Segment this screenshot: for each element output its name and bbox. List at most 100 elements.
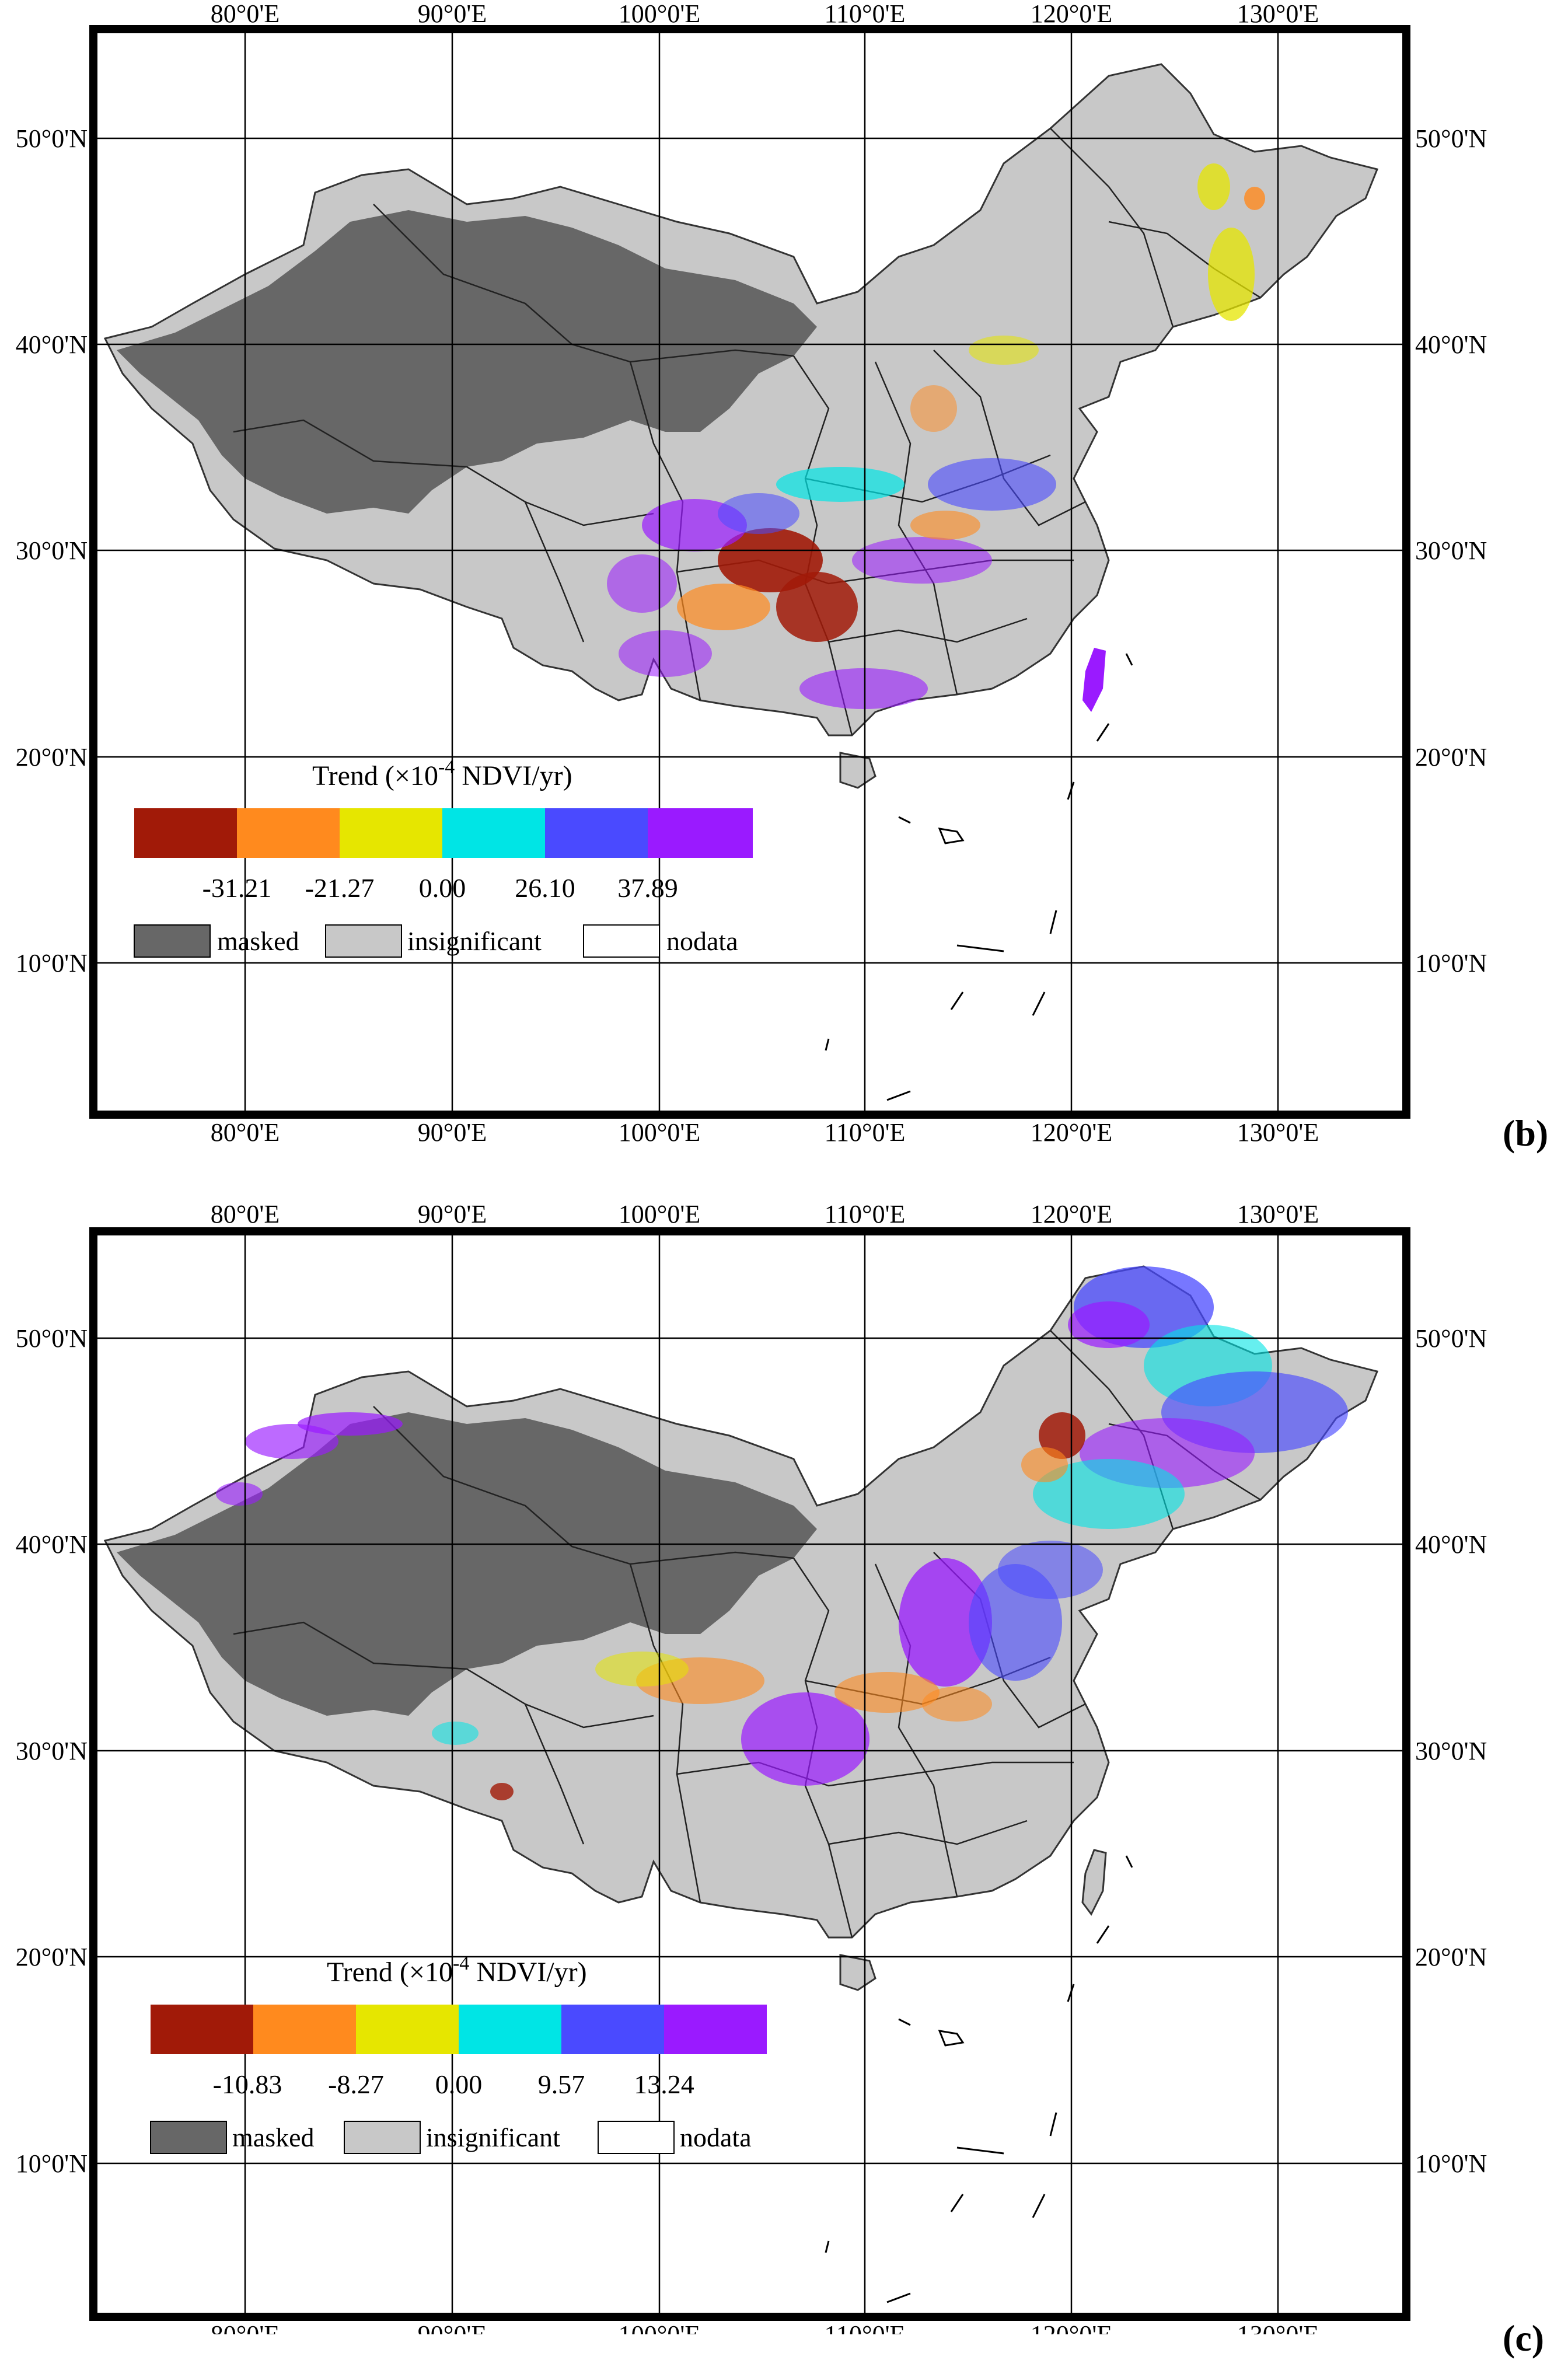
taiwan — [1082, 648, 1106, 712]
legend-swatch — [151, 2005, 253, 2054]
legend-swatch — [253, 2005, 356, 2054]
lon-labels: 80°0'E 90°0'E 100°0'E 110°0'E 120°0'E 13… — [211, 1200, 1319, 2334]
legend-b: Trend (×10-4 NDVI/yr) -31.21 -21.27 0.00… — [134, 756, 753, 958]
lon-label-top: 110°0'E — [825, 0, 906, 28]
lon-label-top: 130°0'E — [1237, 0, 1319, 28]
map-panel-c: 80°0'E 90°0'E 100°0'E 110°0'E 120°0'E 13… — [0, 1191, 1568, 2359]
lon-label-bottom: 90°0'E — [418, 1118, 487, 1144]
lon-label-top: 90°0'E — [418, 1200, 487, 1228]
lon-label-top: 100°0'E — [619, 1200, 700, 1228]
legend-swatch — [237, 808, 340, 858]
lat-label-right: 30°0'N — [1415, 536, 1487, 565]
legend-swatch — [134, 808, 237, 858]
lat-label-right: 30°0'N — [1415, 1737, 1487, 1765]
lon-label-top: 100°0'E — [619, 0, 700, 28]
lat-label-right: 20°0'N — [1415, 743, 1487, 771]
legend-break: 0.00 — [419, 873, 466, 903]
legend-swatch — [648, 808, 753, 858]
lon-label-top: 120°0'E — [1031, 0, 1112, 28]
legend-title: Trend (×10-4 NDVI/yr) — [327, 1953, 587, 1988]
legend-break: -8.27 — [328, 2069, 384, 2099]
lat-labels: 50°0'N 40°0'N 30°0'N 20°0'N 10°0'N 50°0'… — [16, 124, 1487, 977]
lat-label-left: 50°0'N — [16, 124, 88, 153]
map-c: 80°0'E 90°0'E 100°0'E 110°0'E 120°0'E 13… — [16, 1200, 1487, 2334]
lat-label-right: 20°0'N — [1415, 1943, 1487, 1971]
hainan — [839, 752, 876, 789]
lon-label-top: 110°0'E — [825, 1200, 906, 1228]
lat-label-left: 30°0'N — [16, 536, 88, 565]
legend-swatch — [340, 808, 442, 858]
lon-label-bottom: 130°0'E — [1237, 1118, 1319, 1144]
legend-insignificant-label: insignificant — [426, 2122, 560, 2152]
legend-break: -21.27 — [305, 873, 375, 903]
lat-label-left: 20°0'N — [16, 1943, 88, 1971]
lat-label-right: 10°0'N — [1415, 949, 1487, 977]
lon-label-top: 80°0'E — [211, 0, 280, 28]
lat-label-left: 20°0'N — [16, 743, 88, 771]
legend-break: 37.89 — [617, 873, 678, 903]
lon-labels: 80°0'E 90°0'E 100°0'E 110°0'E 120°0'E 13… — [211, 0, 1319, 1144]
masked-region — [117, 1412, 817, 1716]
lon-label-bottom: 80°0'E — [211, 2320, 280, 2334]
lon-label-top: 120°0'E — [1031, 1200, 1112, 1228]
lat-label-left: 10°0'N — [16, 949, 88, 977]
panel-letter-b: (b) — [1503, 1112, 1549, 1154]
legend-insignificant-label: insignificant — [407, 926, 542, 956]
lon-label-bottom: 120°0'E — [1031, 1118, 1112, 1144]
lat-label-left: 50°0'N — [16, 1324, 88, 1353]
legend-insignificant-swatch — [344, 2121, 421, 2154]
legend-break: 9.57 — [538, 2069, 585, 2099]
legend-swatch — [356, 2005, 459, 2054]
map-panel-b: 80°0'E 90°0'E 100°0'E 110°0'E 120°0'E 13… — [0, 0, 1568, 1154]
south-china-sea-islands — [825, 653, 1133, 1101]
legend-swatch — [561, 2005, 664, 2054]
lat-label-right: 50°0'N — [1415, 124, 1487, 153]
hainan — [839, 1954, 876, 1991]
lon-label-bottom: 120°0'E — [1031, 2320, 1112, 2334]
lat-label-right: 40°0'N — [1415, 1530, 1487, 1559]
lat-labels: 50°0'N 40°0'N 30°0'N 20°0'N 10°0'N 50°0'… — [16, 1324, 1487, 2178]
legend-swatch — [442, 808, 545, 858]
legend-break: 26.10 — [515, 873, 575, 903]
legend-insignificant-swatch — [325, 924, 402, 958]
legend-nodata-swatch — [598, 2121, 675, 2154]
lat-label-left: 40°0'N — [16, 1530, 88, 1559]
masked-region — [117, 210, 817, 514]
lon-label-top: 80°0'E — [211, 1200, 280, 1228]
legend-masked-label: masked — [217, 926, 299, 956]
legend-break: 13.24 — [634, 2069, 694, 2099]
map-frame — [89, 25, 1410, 1119]
lat-label-right: 10°0'N — [1415, 2149, 1487, 2178]
map-frame — [89, 1227, 1410, 2321]
lat-label-right: 50°0'N — [1415, 1324, 1487, 1353]
lon-label-bottom: 110°0'E — [825, 2320, 906, 2334]
lon-label-bottom: 110°0'E — [825, 1118, 906, 1144]
legend-c: Trend (×10-4 NDVI/yr) -10.83 -8.27 0.00 … — [150, 1953, 767, 2154]
lon-label-bottom: 130°0'E — [1237, 2320, 1319, 2334]
legend-break: -31.21 — [202, 873, 272, 903]
trend-patches — [607, 163, 1265, 709]
taiwan — [1081, 1849, 1107, 1916]
legend-swatch — [664, 2005, 767, 2054]
lat-label-left: 30°0'N — [16, 1737, 88, 1765]
trend-patches — [216, 1266, 1348, 1800]
lat-label-left: 40°0'N — [16, 330, 88, 359]
lon-label-bottom: 100°0'E — [619, 2320, 700, 2334]
panel-letter-c: (c) — [1503, 2317, 1545, 2359]
legend-swatch — [459, 2005, 561, 2054]
legend-masked-label: masked — [232, 2122, 315, 2152]
legend-title: Trend (×10-4 NDVI/yr) — [312, 756, 572, 791]
lat-label-left: 10°0'N — [16, 2149, 88, 2178]
legend-nodata-label: nodata — [666, 926, 738, 956]
lon-label-bottom: 90°0'E — [418, 2320, 487, 2334]
lon-label-top: 130°0'E — [1237, 1200, 1319, 1228]
gridlines — [93, 29, 1406, 1115]
south-china-sea-islands — [825, 1855, 1133, 2303]
legend-nodata-swatch — [583, 924, 660, 958]
legend-masked-swatch — [150, 2121, 227, 2154]
lon-label-bottom: 80°0'E — [211, 1118, 280, 1144]
legend-break: -10.83 — [213, 2069, 282, 2099]
lat-label-right: 40°0'N — [1415, 330, 1487, 359]
lon-label-bottom: 100°0'E — [619, 1118, 700, 1144]
legend-swatch — [545, 808, 648, 858]
